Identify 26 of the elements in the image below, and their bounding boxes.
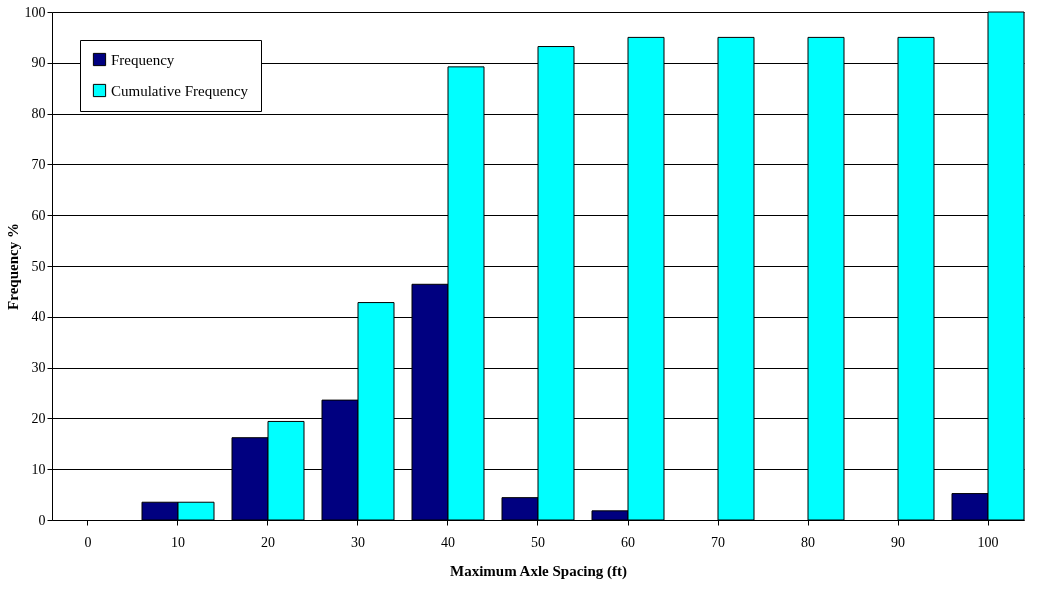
y-tick-label: 40 [31, 309, 46, 325]
x-tick-label: 50 [531, 534, 545, 550]
y-tick-label: 0 [38, 512, 46, 528]
x-tick-label: 20 [261, 534, 275, 550]
y-tick-label: 20 [31, 410, 46, 426]
y-tick-label: 100 [24, 4, 46, 20]
x-tick-label: 70 [711, 534, 725, 550]
y-tick-label: 30 [31, 360, 46, 376]
x-tick-label: 90 [891, 534, 905, 550]
x-tick-label: 10 [171, 534, 185, 550]
legend-label: Frequency [111, 51, 175, 68]
y-tick-label: 70 [31, 156, 46, 172]
x-tick-label: 100 [977, 534, 999, 550]
legend-label: Cumulative Frequency [111, 82, 249, 99]
y-tick-label: 50 [31, 258, 46, 274]
y-tick-label: 90 [31, 55, 46, 71]
x-tick-label: 30 [351, 534, 365, 550]
x-tick-label: 60 [621, 534, 635, 550]
y-tick-label: 60 [31, 207, 46, 223]
y-axis-title: Frequency % [4, 223, 21, 310]
x-tick-label: 0 [84, 534, 92, 550]
y-tick-label: 10 [31, 461, 46, 477]
x-tick-label: 40 [441, 534, 455, 550]
x-axis-title: Maximum Axle Spacing (ft) [449, 562, 628, 580]
y-tick-label: 80 [31, 106, 46, 122]
x-tick-label: 80 [801, 534, 815, 550]
